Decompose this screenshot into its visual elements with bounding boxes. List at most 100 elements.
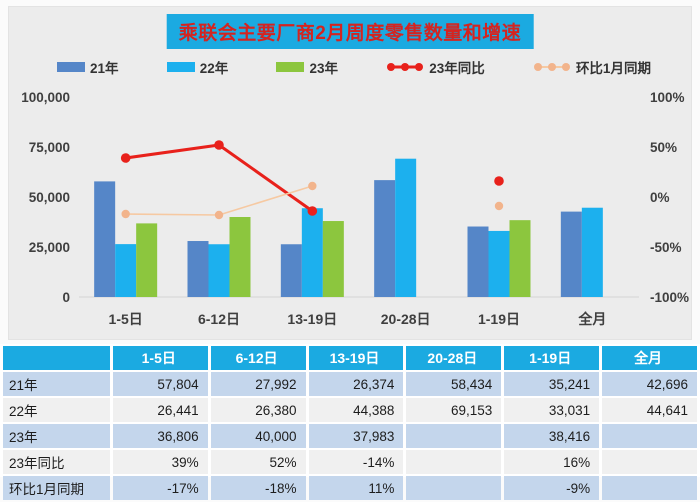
table-header-cell — [3, 346, 110, 370]
legend-bar-swatch-21year-icon — [57, 62, 85, 72]
row-label: 23年 — [3, 424, 110, 448]
bar-22年-1-5日 — [115, 244, 137, 297]
legend-item-23year: 23年 — [276, 57, 338, 77]
table-header-cell: 1-5日 — [112, 346, 208, 370]
table-header-cell: 20-28日 — [406, 346, 502, 370]
legend-label-yoy: 23年同比 — [429, 61, 485, 76]
table-cell: 37,983 — [308, 424, 404, 448]
point-环比1月同期-13-19日 — [308, 181, 317, 191]
line-segment-环比1月同期 — [218, 185, 314, 216]
legend-item-yoy: 23年同比 — [386, 57, 485, 77]
row-label: 23年同比 — [3, 450, 110, 474]
table-row-环比1月同期: 环比1月同期 -17% -18% 11% -9% — [3, 476, 697, 500]
table-cell: 42,696 — [602, 372, 697, 396]
point-环比1月同期-1-19日 — [494, 201, 504, 211]
table-cell — [602, 450, 697, 474]
table-header-cell: 6-12日 — [210, 346, 306, 370]
category-label: 1-19日 — [478, 311, 520, 327]
table-header-row: 1-5日 6-12日 13-19日 20-28日 1-19日 全月 — [3, 346, 697, 370]
table-row-23年: 23年 36,806 40,000 37,983 38,416 — [3, 424, 697, 448]
bar-21年-1-19日 — [467, 226, 489, 297]
left-axis-tick: 25,000 — [29, 240, 70, 255]
legend-line-swatch-yoy-icon — [387, 63, 424, 71]
table-cell: 57,804 — [112, 372, 208, 396]
data-table-wrap: 1-5日 6-12日 13-19日 20-28日 1-19日 全月 21年 57,804 27… — [0, 344, 700, 500]
table-cell: 11% — [308, 476, 404, 500]
legend-item-21year: 21年 — [57, 57, 119, 77]
bar-21年-全月 — [560, 211, 582, 297]
chart-legend: 21年 22年 23年 23年同比 — [57, 55, 651, 79]
line-segment-环比1月同期 — [124, 213, 220, 216]
left-axis-tick: 75,000 — [29, 140, 70, 155]
table-cell: 40,000 — [210, 424, 306, 448]
category-label: 全月 — [577, 311, 606, 327]
chart-panel: 乘联会主要厂商2月周度零售数量和增速 21年 22年 23年 — [8, 6, 692, 340]
legend-label-22year: 22年 — [199, 61, 229, 76]
category-label: 13-19日 — [287, 311, 337, 327]
bar-22年-6-12日 — [208, 244, 230, 297]
legend-bar-swatch-23year-icon — [276, 62, 305, 72]
category-label: 1-5日 — [109, 311, 143, 327]
table-header-row: 1-5日 6-12日 13-19日 20-28日 1-19日 全月 — [3, 346, 697, 370]
page: 乘联会主要厂商2月周度零售数量和增速 21年 22年 23年 — [0, 6, 700, 500]
legend-bar-swatch-22year-icon — [166, 62, 195, 72]
point-环比1月同期-6-12日 — [214, 210, 224, 220]
right-axis-tick: 0% — [650, 190, 670, 205]
bar-21年-13-19日 — [280, 244, 302, 297]
point-23年同比-1-19日 — [494, 176, 504, 186]
table-cell: -18% — [210, 476, 306, 500]
table-cell: 44,388 — [308, 398, 404, 422]
left-axis-tick: 100,000 — [21, 90, 70, 105]
left-axis-tick: 0 — [62, 290, 70, 305]
bar-22年-20-28日 — [395, 158, 417, 297]
line-segment-23年同比 — [217, 143, 314, 213]
table-row-22年: 22年 26,441 26,380 44,388 69,153 33,031 44,641 — [3, 398, 697, 422]
bar-21年-6-12日 — [187, 241, 209, 297]
table-header-cell: 全月 — [602, 346, 697, 370]
legend-label-23year: 23年 — [309, 61, 338, 76]
table-cell — [602, 424, 697, 448]
point-23年同比-13-19日 — [307, 206, 318, 216]
row-label: 21年 — [3, 372, 110, 396]
chart-title: 乘联会主要厂商2月周度零售数量和增速 — [166, 14, 534, 49]
legend-item-mom: 环比1月同期 — [533, 57, 651, 77]
right-axis-tick: 100% — [650, 90, 685, 105]
table-cell: -14% — [308, 450, 404, 474]
category-label: 6-12日 — [198, 311, 240, 327]
row-label: 22年 — [3, 398, 110, 422]
right-axis-tick: -50% — [650, 240, 682, 255]
point-环比1月同期-1-5日 — [121, 209, 130, 219]
table-cell: 27,992 — [210, 372, 306, 396]
bar-23年-6-12日 — [229, 217, 251, 297]
line-segment-23年同比 — [124, 143, 221, 160]
bar-22年-13-19日 — [301, 208, 323, 297]
table-row-21年: 21年 57,804 27,992 26,374 58,434 35,241 42,696 — [3, 372, 697, 396]
table-cell — [602, 476, 697, 500]
point-23年同比-6-12日 — [214, 140, 224, 150]
table-cell: 39% — [112, 450, 208, 474]
table-header-cell: 1-19日 — [504, 346, 600, 370]
legend-line-swatch-mom-icon — [533, 63, 570, 71]
right-axis-tick: -100% — [650, 290, 689, 305]
table-cell: -9% — [504, 476, 600, 500]
right-axis-tick: 50% — [650, 140, 677, 155]
legend-item-22year: 22年 — [166, 57, 229, 77]
legend-label-mom: 环比1月同期 — [575, 61, 651, 76]
table-cell: -17% — [112, 476, 208, 500]
table-cell: 33,031 — [504, 398, 600, 422]
bar-23年-1-19日 — [509, 220, 531, 297]
table-cell: 16% — [504, 450, 600, 474]
table-body: 21年 57,804 27,992 26,374 58,434 35,241 42,696 2… — [3, 372, 697, 500]
table-cell — [406, 476, 502, 500]
bar-21年-20-28日 — [374, 180, 396, 297]
table-cell: 69,153 — [406, 398, 502, 422]
table-cell: 26,380 — [210, 398, 306, 422]
category-label: 20-28日 — [381, 311, 431, 327]
bar-22年-1-19日 — [488, 230, 510, 297]
legend-label-21year: 21年 — [90, 61, 119, 76]
table-cell: 36,806 — [112, 424, 208, 448]
table-cell: 44,641 — [602, 398, 697, 422]
point-23年同比-1-5日 — [120, 153, 131, 163]
table-cell: 35,241 — [504, 372, 600, 396]
table-cell: 52% — [210, 450, 306, 474]
